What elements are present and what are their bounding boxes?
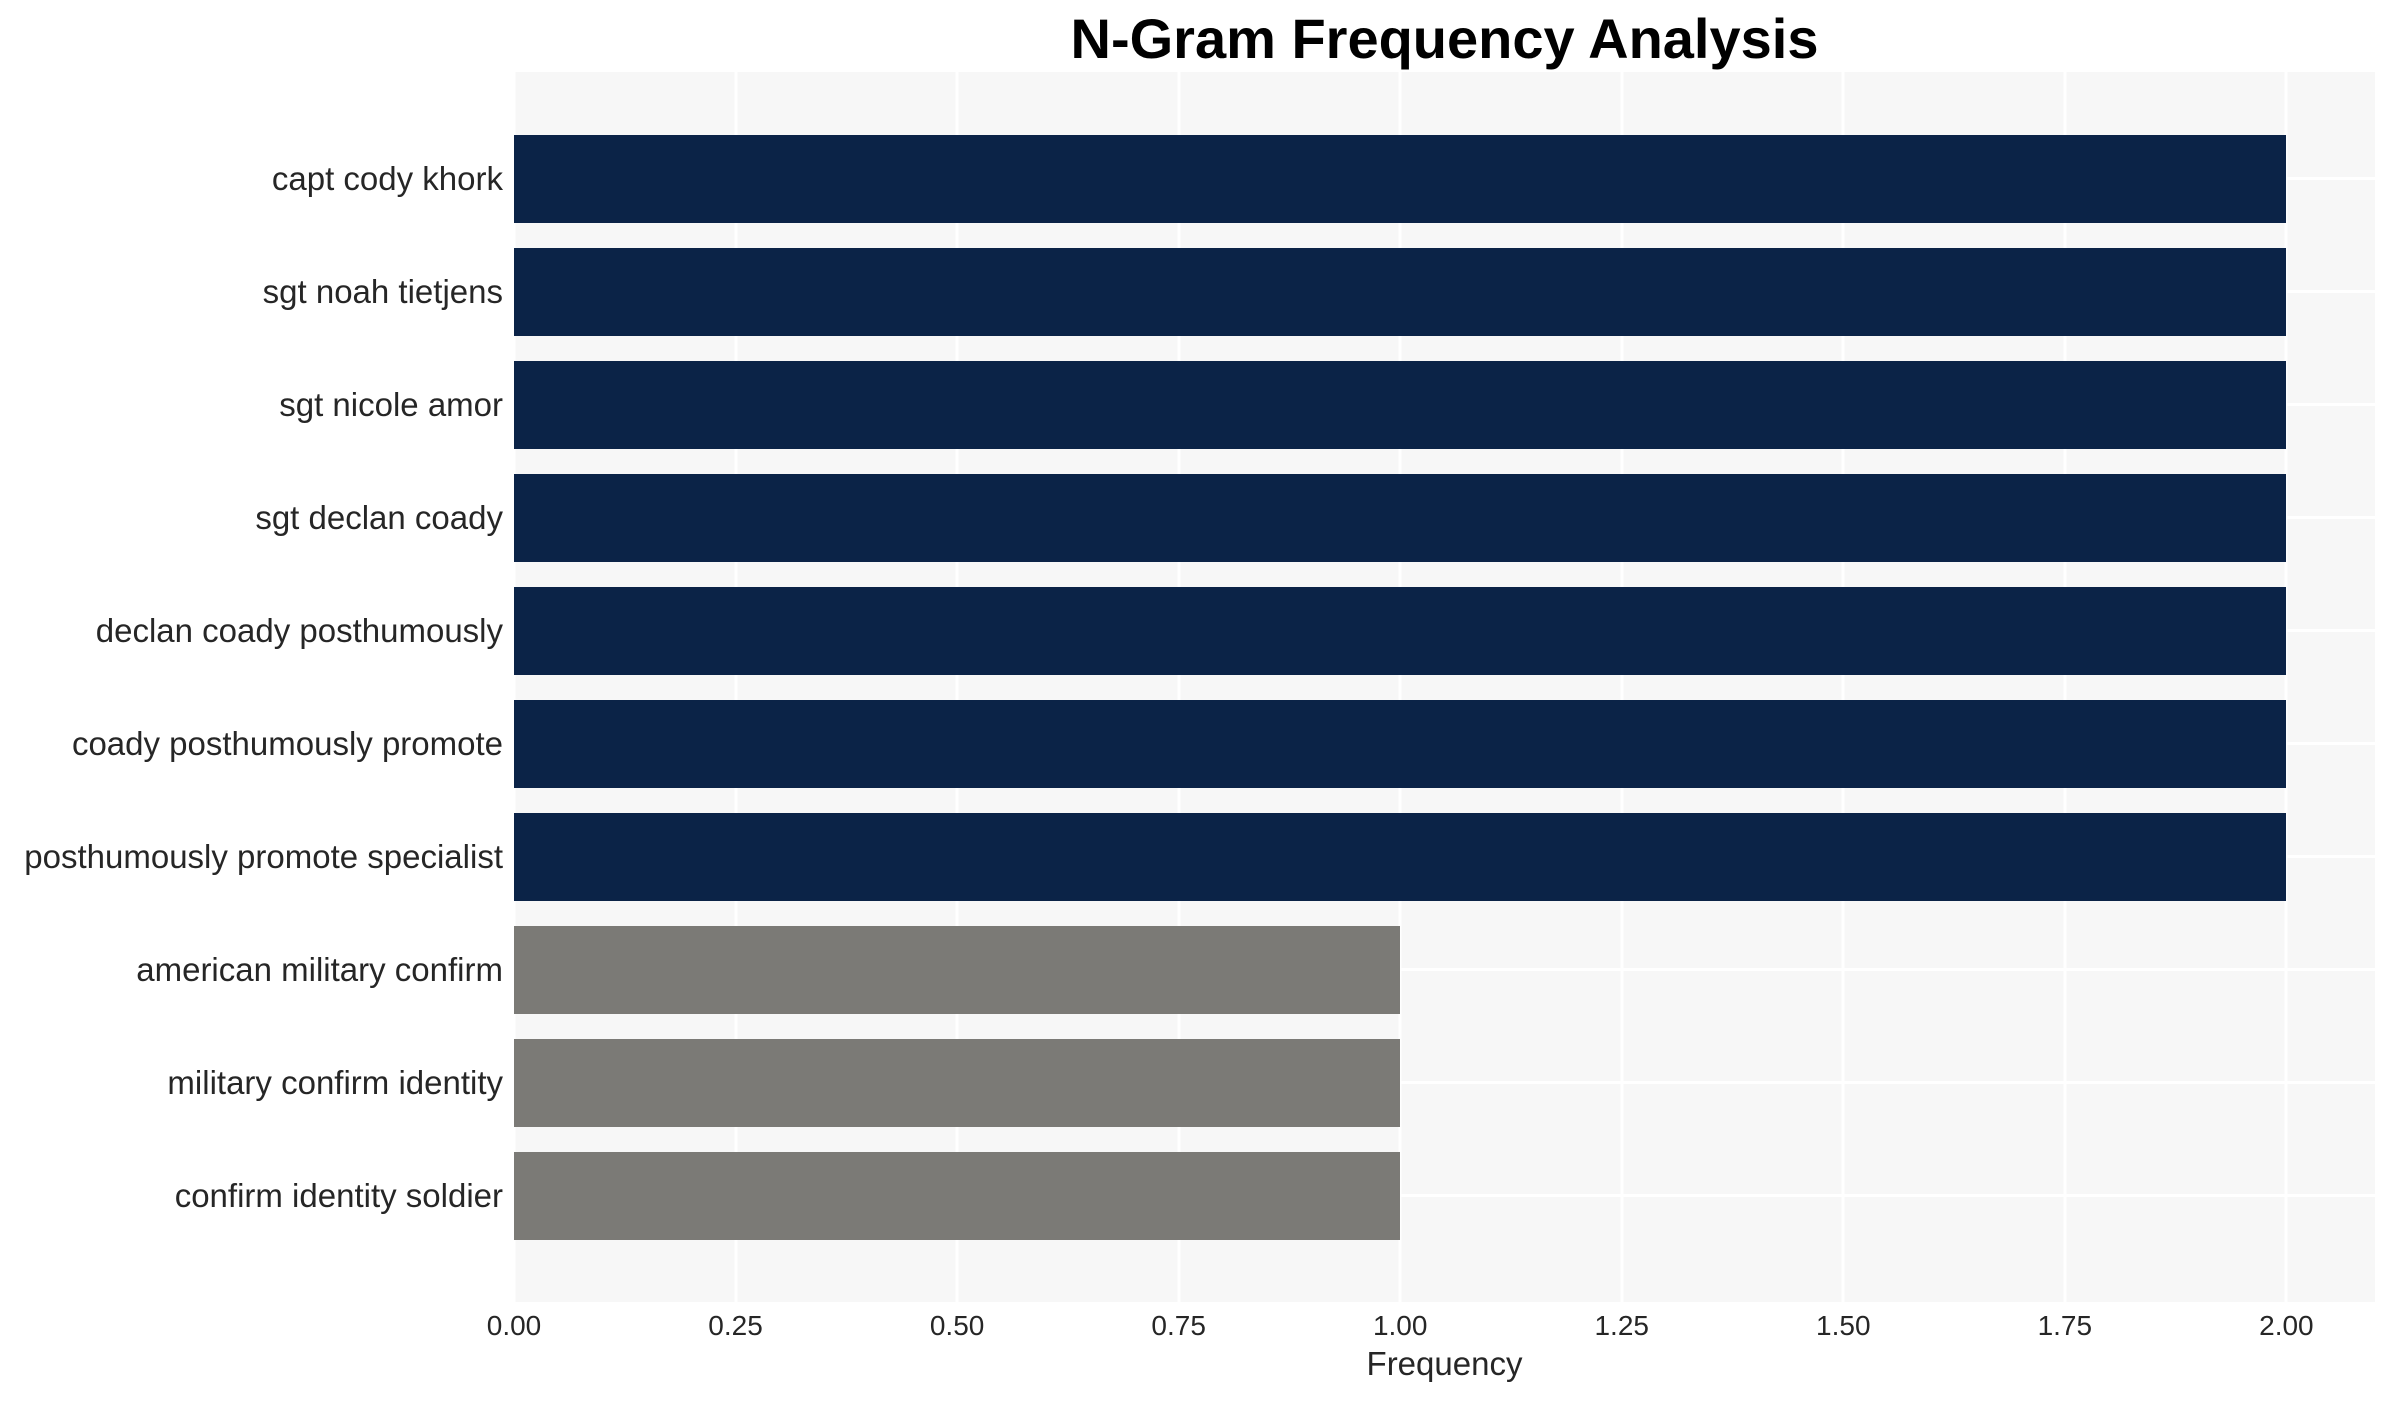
bar-declan-coady-posthumously — [514, 586, 2287, 675]
x-tick-label: 0.00 — [486, 1310, 542, 1341]
vertical-gridline — [514, 72, 516, 1302]
vertical-gridline — [734, 72, 738, 1302]
horizontal-gridline — [514, 968, 2375, 971]
bar-posthumously-promote-specialist — [514, 812, 2287, 901]
plot-area — [514, 72, 2375, 1302]
y-tick-label: sgt noah tietjens — [262, 272, 503, 310]
x-tick-label: 1.75 — [2037, 1310, 2093, 1341]
y-tick-label: sgt nicole amor — [279, 385, 503, 423]
horizontal-gridline — [514, 1194, 2375, 1197]
x-tick-label: 0.50 — [929, 1310, 985, 1341]
x-tick-label: 2.00 — [2259, 1310, 2314, 1341]
bar-sgt-nicole-amor — [514, 360, 2287, 449]
vertical-gridline — [955, 72, 959, 1302]
bar-sgt-noah-tietjens — [514, 247, 2287, 336]
y-tick-label: coady posthumously promote — [71, 724, 503, 762]
bar-american-military-confirm — [514, 925, 1401, 1014]
vertical-gridline — [1841, 72, 1845, 1302]
bar-confirm-identity-soldier — [514, 1151, 1401, 1240]
y-tick-label: posthumously promote specialist — [24, 837, 503, 875]
bar-military-confirm-identity — [514, 1038, 1401, 1127]
x-axis-title: Frequency — [1366, 1345, 1523, 1382]
y-tick-label: american military confirm — [136, 950, 503, 988]
x-tick-label: 0.75 — [1151, 1310, 1206, 1341]
y-tick-label: sgt declan coady — [255, 498, 503, 536]
vertical-gridline — [1177, 72, 1181, 1302]
bar-capt-cody-khork — [514, 134, 2287, 223]
vertical-gridline — [2284, 72, 2288, 1302]
y-tick-label: declan coady posthumously — [95, 611, 503, 649]
vertical-gridline — [2063, 72, 2067, 1302]
y-tick-label: confirm identity soldier — [174, 1176, 503, 1214]
y-tick-label: military confirm identity — [167, 1063, 503, 1101]
bar-coady-posthumously-promote — [514, 699, 2287, 788]
x-tick-label: 0.25 — [708, 1310, 763, 1341]
y-tick-label: capt cody khork — [271, 159, 503, 197]
x-tick-label: 1.50 — [1816, 1310, 1871, 1341]
x-tick-label: 1.25 — [1594, 1310, 1649, 1341]
x-tick-label: 1.00 — [1372, 1310, 1428, 1341]
horizontal-gridline — [514, 1081, 2375, 1084]
vertical-gridline — [1398, 72, 1402, 1302]
vertical-gridline — [1620, 72, 1624, 1302]
bar-sgt-declan-coady — [514, 473, 2287, 562]
chart-title: N-Gram Frequency Analysis — [1070, 7, 1819, 70]
